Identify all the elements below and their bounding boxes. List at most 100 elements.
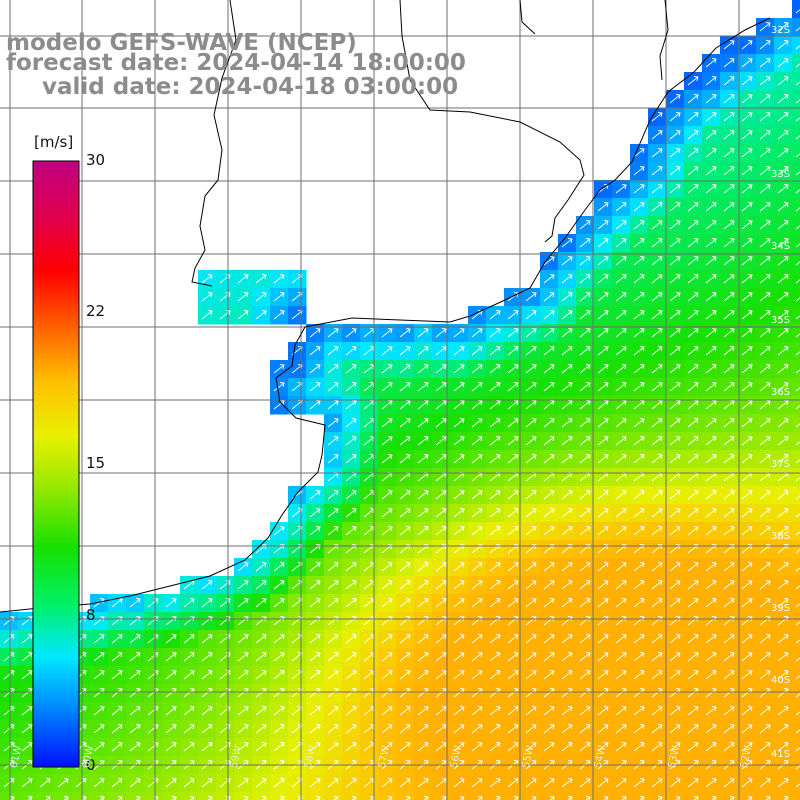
wind-arrow bbox=[777, 508, 789, 518]
wind-arrow bbox=[183, 742, 195, 752]
wind-arrow bbox=[273, 274, 285, 284]
wind-arrow bbox=[561, 238, 573, 248]
country-border bbox=[191, 0, 237, 287]
speed-cell bbox=[792, 594, 800, 613]
wind-arrow bbox=[417, 742, 429, 752]
wind-arrow bbox=[543, 616, 555, 626]
wind-arrow bbox=[633, 364, 645, 374]
wind-arrow bbox=[525, 310, 537, 320]
speed-cell bbox=[36, 792, 55, 800]
speed-cell bbox=[792, 720, 800, 739]
wind-arrow bbox=[705, 670, 717, 680]
wind-arrow bbox=[579, 220, 591, 230]
wind-arrow bbox=[723, 130, 735, 140]
colorbar-tick-label: 22 bbox=[86, 302, 106, 320]
wind-arrow bbox=[345, 778, 357, 788]
wind-arrow bbox=[543, 490, 555, 500]
wind-arrow bbox=[255, 616, 267, 626]
wind-arrow bbox=[453, 742, 465, 752]
wind-arrow bbox=[561, 274, 573, 284]
wind-arrow bbox=[687, 292, 699, 302]
wind-arrow bbox=[399, 454, 411, 464]
wind-arrow bbox=[543, 346, 555, 356]
wind-arrow bbox=[309, 742, 321, 752]
wind-arrow bbox=[723, 652, 735, 662]
wind-arrow bbox=[705, 94, 717, 104]
wind-arrow bbox=[615, 400, 627, 410]
wind-arrow bbox=[273, 634, 285, 644]
wind-arrow bbox=[597, 634, 609, 644]
wind-arrow bbox=[273, 400, 285, 410]
wind-arrow bbox=[633, 598, 645, 608]
wind-arrow bbox=[309, 724, 321, 734]
wind-arrow bbox=[345, 634, 357, 644]
wind-arrow bbox=[237, 292, 249, 302]
wind-arrow bbox=[615, 616, 627, 626]
wind-arrow bbox=[309, 562, 321, 572]
wind-arrow bbox=[795, 9, 800, 14]
wind-arrow bbox=[741, 346, 753, 356]
wind-arrow bbox=[705, 400, 717, 410]
wind-arrow bbox=[705, 310, 717, 320]
wind-arrow bbox=[399, 580, 411, 590]
wind-arrow bbox=[777, 130, 789, 140]
wind-arrow bbox=[309, 670, 321, 680]
wind-arrow bbox=[723, 76, 735, 86]
wind-arrow bbox=[381, 418, 393, 428]
speed-cell bbox=[792, 612, 800, 631]
wind-arrow bbox=[417, 526, 429, 536]
wind-arrow bbox=[543, 724, 555, 734]
wind-arrow bbox=[561, 364, 573, 374]
wind-arrow bbox=[795, 495, 800, 500]
wind-arrow bbox=[543, 634, 555, 644]
wind-arrow bbox=[705, 346, 717, 356]
wind-arrow bbox=[651, 742, 663, 752]
wind-arrow bbox=[795, 729, 800, 734]
wind-arrow bbox=[561, 616, 573, 626]
wind-arrow bbox=[183, 652, 195, 662]
wind-arrow bbox=[201, 580, 213, 590]
wind-arrow bbox=[795, 333, 800, 338]
wind-arrow bbox=[75, 778, 87, 788]
wind-arrow bbox=[669, 112, 681, 122]
wind-arrow bbox=[795, 117, 800, 122]
wind-arrow bbox=[309, 364, 321, 374]
wind-arrow bbox=[687, 328, 699, 338]
wind-arrow bbox=[651, 292, 663, 302]
wind-arrow bbox=[633, 148, 645, 158]
wind-arrow bbox=[633, 382, 645, 392]
wind-arrow bbox=[327, 652, 339, 662]
wind-arrow bbox=[759, 706, 771, 716]
wind-arrow bbox=[777, 292, 789, 302]
wind-arrow bbox=[651, 364, 663, 374]
wind-arrow bbox=[111, 616, 123, 626]
wind-arrow bbox=[507, 598, 519, 608]
wind-arrow bbox=[777, 328, 789, 338]
wind-arrow bbox=[633, 778, 645, 788]
speed-cell bbox=[558, 792, 577, 800]
wind-arrow bbox=[687, 76, 699, 86]
speed-cell bbox=[792, 342, 800, 361]
wind-arrow bbox=[651, 526, 663, 536]
wind-arrow bbox=[345, 580, 357, 590]
wind-arrow bbox=[489, 634, 501, 644]
wind-arrow bbox=[669, 634, 681, 644]
latitude-label: 41S bbox=[771, 749, 791, 760]
speed-cell bbox=[666, 792, 685, 800]
wind-arrow bbox=[327, 490, 339, 500]
wind-arrow bbox=[273, 292, 285, 302]
wind-arrow bbox=[651, 310, 663, 320]
wind-arrow bbox=[417, 706, 429, 716]
wind-arrow bbox=[633, 256, 645, 266]
wind-arrow bbox=[795, 549, 800, 554]
wind-arrow bbox=[687, 724, 699, 734]
wind-arrow bbox=[579, 490, 591, 500]
wind-arrow bbox=[111, 742, 123, 752]
wind-arrow bbox=[165, 724, 177, 734]
wind-arrow bbox=[489, 724, 501, 734]
wind-arrow bbox=[705, 166, 717, 176]
wind-arrow bbox=[255, 598, 267, 608]
wind-arrow bbox=[723, 724, 735, 734]
wind-arrow bbox=[579, 724, 591, 734]
wind-arrow bbox=[579, 364, 591, 374]
